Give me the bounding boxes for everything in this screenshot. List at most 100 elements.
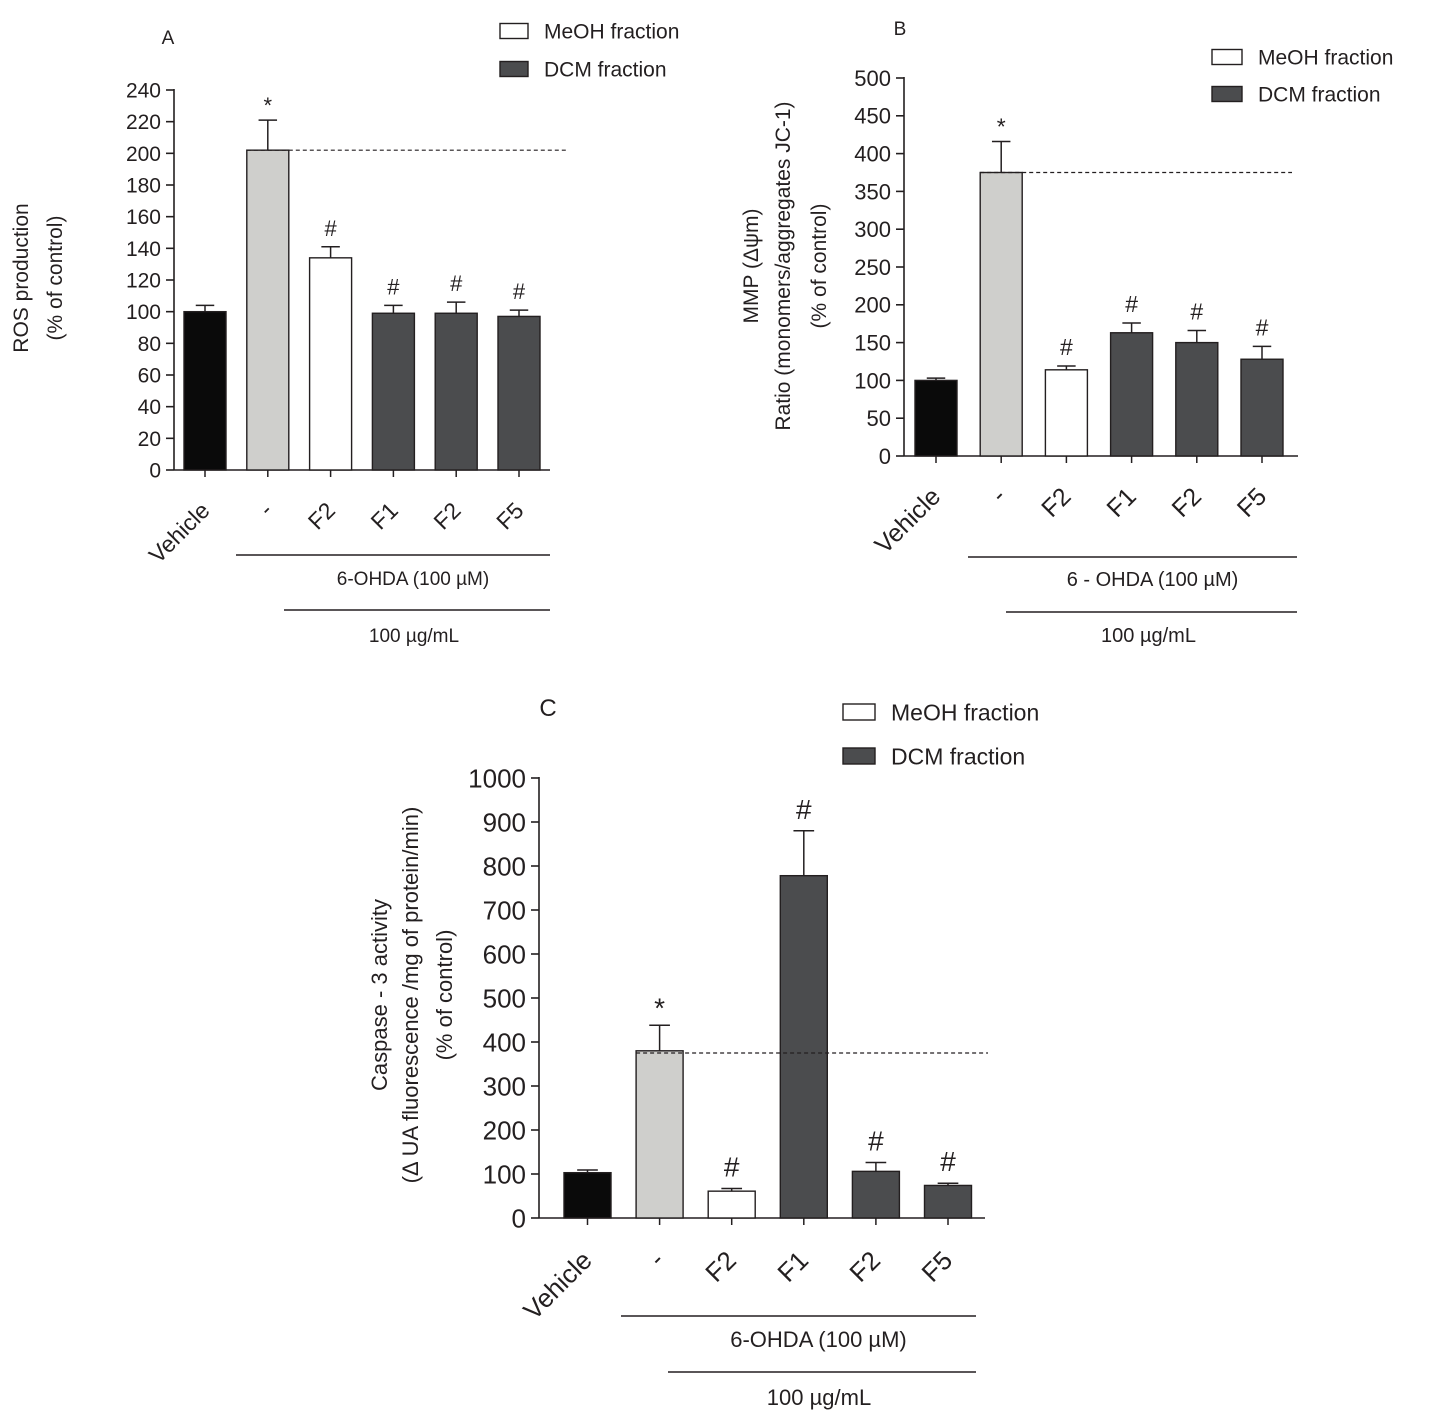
y-axis-label: MMP (Δψm) bbox=[740, 209, 763, 324]
legend-swatch bbox=[842, 703, 876, 721]
significance-mark: # bbox=[513, 279, 526, 304]
y-tick-label: 300 bbox=[854, 217, 891, 242]
y-tick-label: 100 bbox=[483, 1159, 526, 1189]
y-tick-label: 1000 bbox=[468, 763, 526, 793]
bar bbox=[1175, 341, 1219, 457]
significance-mark: # bbox=[1190, 299, 1203, 325]
y-tick-label: 60 bbox=[138, 365, 161, 388]
x-tick-label: F2 bbox=[303, 497, 340, 534]
x-tick-label: F2 bbox=[1036, 482, 1076, 522]
x-tick-label: F1 bbox=[1101, 482, 1141, 522]
chart-panel-a: A 0 20 40 60 80 100 120 140 160 180 200 220 240 ROS pr… bbox=[10, 21, 679, 647]
bar bbox=[308, 257, 353, 471]
y-tick-label: 160 bbox=[126, 206, 161, 229]
x-tick-label: - bbox=[986, 482, 1012, 508]
treatment-label: 6-OHDA (100 µM) bbox=[730, 1327, 907, 1352]
legend-label: MeOH fraction bbox=[891, 699, 1039, 725]
x-tick-label: F2 bbox=[843, 1245, 886, 1288]
significance-mark: # bbox=[724, 1152, 740, 1183]
y-tick-label: 0 bbox=[512, 1203, 526, 1233]
significance-mark: # bbox=[1256, 314, 1269, 340]
chart-panel-b: B 0 50 100 150 200 250 300 350 400 450 500 MMP (Δψm)… bbox=[740, 19, 1393, 647]
x-tick-label: - bbox=[642, 1245, 669, 1272]
bar bbox=[1044, 369, 1089, 457]
y-tick-label: 240 bbox=[126, 80, 161, 103]
significance-mark: # bbox=[450, 271, 463, 296]
x-tick-label: Vehicle bbox=[144, 497, 215, 568]
bar bbox=[914, 379, 958, 457]
significance-mark: * bbox=[264, 93, 273, 118]
significance-mark: # bbox=[796, 794, 812, 825]
legend-swatch bbox=[1211, 85, 1243, 103]
bar bbox=[923, 1184, 973, 1219]
y-tick-label: 300 bbox=[483, 1071, 526, 1101]
bar bbox=[246, 149, 290, 471]
bar bbox=[851, 1170, 901, 1219]
bar bbox=[635, 1050, 684, 1219]
significance-mark: # bbox=[1060, 334, 1073, 360]
dose-label: 100 µg/mL bbox=[767, 1385, 871, 1410]
bar bbox=[1240, 358, 1284, 457]
y-tick-label: 700 bbox=[483, 895, 526, 925]
x-tick-label: F5 bbox=[1232, 482, 1272, 522]
significance-mark: # bbox=[324, 216, 337, 241]
x-tick-label: F2 bbox=[699, 1245, 742, 1288]
y-tick-label: 200 bbox=[483, 1115, 526, 1145]
x-tick-label: F2 bbox=[428, 497, 465, 534]
significance-mark: * bbox=[654, 992, 665, 1023]
legend-label: DCM fraction bbox=[891, 743, 1025, 769]
y-tick-label: 500 bbox=[483, 983, 526, 1013]
significance-mark: # bbox=[940, 1146, 956, 1177]
x-tick-label: F1 bbox=[771, 1245, 814, 1288]
y-tick-label: 800 bbox=[483, 851, 526, 881]
dose-label: 100 µg/mL bbox=[1101, 625, 1196, 647]
y-axis-label: (% of control) bbox=[44, 216, 67, 341]
y-tick-label: 40 bbox=[138, 396, 161, 419]
y-tick-label: 350 bbox=[854, 179, 891, 204]
y-tick-label: 20 bbox=[138, 428, 161, 451]
panel-label: B bbox=[894, 19, 907, 40]
significance-mark: * bbox=[997, 114, 1006, 140]
legend-swatch bbox=[842, 747, 876, 765]
bar bbox=[371, 312, 416, 471]
bar bbox=[497, 315, 541, 471]
y-tick-label: 900 bbox=[483, 807, 526, 837]
x-tick-label: Vehicle bbox=[869, 482, 946, 559]
y-tick-label: 100 bbox=[126, 301, 161, 324]
x-tick-label: Vehicle bbox=[517, 1245, 597, 1325]
bar bbox=[979, 171, 1023, 457]
panel-label: A bbox=[162, 28, 175, 49]
significance-mark: # bbox=[868, 1126, 884, 1157]
dose-label: 100 µg/mL bbox=[369, 626, 459, 647]
bar bbox=[707, 1190, 756, 1219]
y-tick-label: 200 bbox=[854, 293, 891, 318]
bar bbox=[779, 874, 828, 1219]
y-axis-label: (% of control) bbox=[432, 930, 457, 1061]
x-tick-label: F5 bbox=[916, 1245, 959, 1288]
y-tick-label: 220 bbox=[126, 111, 161, 134]
y-tick-label: 0 bbox=[149, 460, 161, 483]
y-tick-label: 400 bbox=[854, 142, 891, 167]
y-tick-label: 140 bbox=[126, 238, 161, 261]
x-tick-label: F1 bbox=[366, 497, 403, 534]
y-tick-label: 500 bbox=[854, 66, 891, 91]
chart-panel-c: C 0 100 200 300 400 500 600 700 800 900 1000 Caspase… bbox=[367, 695, 1039, 1410]
legend-swatch bbox=[1211, 48, 1243, 66]
y-tick-label: 400 bbox=[483, 1027, 526, 1057]
legend-swatch bbox=[499, 60, 529, 78]
y-tick-label: 600 bbox=[483, 939, 526, 969]
x-tick-label: - bbox=[254, 497, 278, 521]
legend-label: MeOH fraction bbox=[544, 21, 679, 44]
significance-mark: # bbox=[387, 274, 400, 299]
y-axis-label: (% of control) bbox=[808, 204, 831, 329]
y-axis-label: ROS production bbox=[10, 203, 33, 352]
y-tick-label: 0 bbox=[879, 444, 891, 469]
bar bbox=[183, 310, 227, 471]
y-tick-label: 250 bbox=[854, 255, 891, 280]
y-tick-label: 80 bbox=[138, 333, 161, 356]
y-tick-label: 450 bbox=[854, 104, 891, 129]
y-tick-label: 50 bbox=[867, 406, 891, 431]
y-axis-label: Ratio (monomers/aggregates JC-1) bbox=[772, 101, 795, 430]
y-axis-label: (Δ UA fluorescence /mg of protein/min) bbox=[398, 807, 423, 1184]
